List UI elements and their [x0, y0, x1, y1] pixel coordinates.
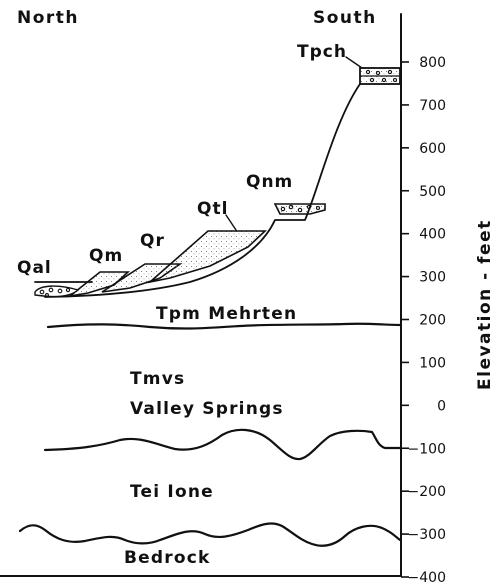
tpch-pebbles [365, 69, 398, 83]
valley-springs-code-label: Tmvs [130, 369, 185, 389]
elevation-tick-label: 500 [419, 184, 446, 200]
elevation-tick-label: −100 [408, 441, 446, 457]
elevation-tick-label: 800 [419, 55, 446, 71]
ione-label: Tei Ione [130, 482, 214, 502]
qtl-label: Qtl [197, 199, 228, 219]
elevation-tick-label: −300 [408, 527, 446, 543]
elevation-tick-label: 100 [419, 355, 446, 371]
elevation-tick-label: 200 [419, 313, 446, 329]
qm-label: Qm [89, 246, 123, 266]
qnm-label: Qnm [246, 172, 293, 192]
south-heading: South [313, 8, 377, 28]
valley-springs-name-label: Valley Springs [130, 399, 284, 419]
qnm-deposit [273, 203, 326, 215]
main-slope-profile [44, 83, 361, 298]
elevation-tick-label: 300 [419, 270, 446, 286]
elevation-tick-label: 0 [437, 398, 446, 414]
ione-base-contact [18, 522, 402, 547]
elevation-ticks: 800 700 600 500 400 300 200 100 0 −100 −200 −300 −40… [401, 55, 446, 586]
valley-springs-base-contact [43, 428, 402, 461]
north-heading: North [17, 8, 79, 28]
qm-deposit [67, 271, 131, 298]
qtl-leader [225, 214, 237, 231]
mehrten-label: Tpm Mehrten [156, 304, 297, 324]
qal-label: Qal [17, 258, 52, 278]
tpch-label: Tpch [297, 42, 347, 62]
mehrten-base-contact [46, 322, 402, 330]
elevation-tick-label: 700 [419, 98, 446, 114]
qal-pebbles [39, 287, 71, 297]
elevation-tick-label: −200 [408, 484, 446, 500]
elevation-tick-label: 600 [419, 141, 446, 157]
qtl-deposit [147, 230, 268, 284]
elevation-tick-label: −400 [408, 570, 446, 586]
qr-label: Qr [140, 231, 165, 251]
elevation-tick-label: 400 [419, 227, 446, 243]
elevation-axis-title: Elevation - feet [475, 219, 495, 390]
bedrock-label: Bedrock [124, 548, 211, 568]
qnm-pebbles [280, 204, 321, 213]
tpch-leader [345, 56, 363, 69]
